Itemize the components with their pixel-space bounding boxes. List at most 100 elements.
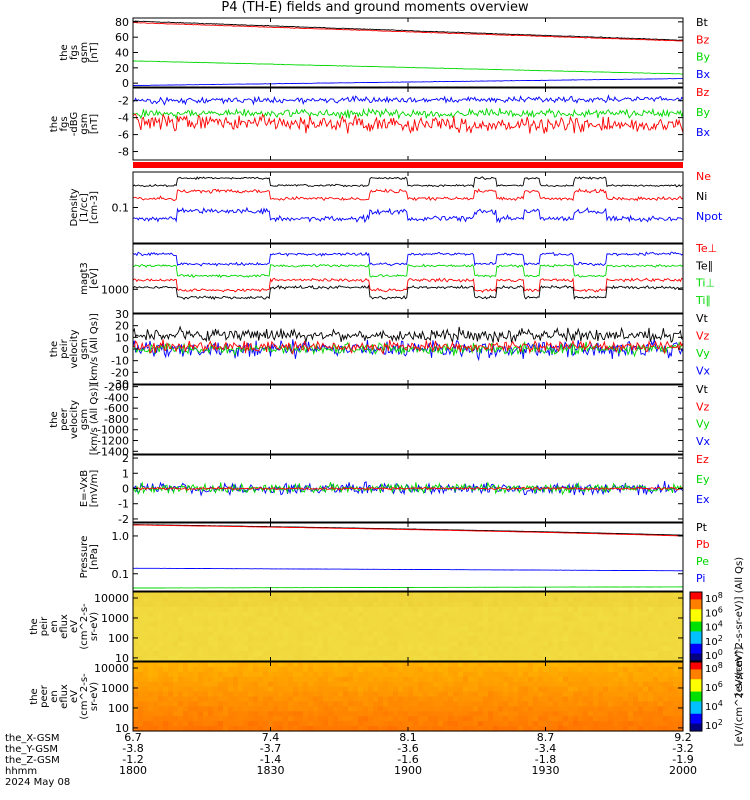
- peer_eflux-cell: [443, 711, 449, 717]
- peer_eflux-cell: [328, 681, 334, 688]
- peer_eflux-cell: [568, 666, 574, 673]
- peir_eflux-cell: [458, 606, 464, 613]
- peir_eflux-cell: [178, 592, 184, 598]
- peir_eflux-cell: [473, 596, 479, 603]
- peer_eflux-cell: [333, 721, 339, 727]
- peer_eflux-cell: [668, 681, 674, 688]
- peer_eflux-cell: [448, 686, 454, 693]
- peir_eflux-cell: [348, 656, 354, 662]
- peir_eflux-cell: [453, 592, 459, 598]
- peer_eflux-cell: [223, 691, 229, 698]
- peer_eflux-cell: [233, 676, 239, 683]
- peir_eflux-cell: [268, 621, 274, 628]
- peer_eflux-cell: [398, 691, 404, 698]
- peir_eflux-cell: [308, 636, 314, 642]
- peir_eflux-cell: [158, 621, 164, 628]
- peir_eflux-ylabel-line: peir: [39, 616, 50, 636]
- peir_eflux-cell: [443, 631, 449, 637]
- peir_eflux-cell: [133, 616, 139, 623]
- peir_eflux-cell: [543, 626, 549, 633]
- peer_eflux-cell: [263, 696, 269, 703]
- peir_eflux-cell: [278, 592, 284, 598]
- peer_eflux-cell: [218, 696, 224, 703]
- peer_eflux-cell: [303, 666, 309, 673]
- peir_eflux-cell: [163, 626, 169, 633]
- fgs_detrended-legend-item: Bx: [696, 126, 711, 139]
- peir_eflux-cell: [273, 601, 279, 608]
- peir_eflux-cell: [398, 636, 404, 642]
- peir_eflux-cell: [208, 631, 214, 637]
- peer_eflux-cell: [488, 676, 494, 683]
- peir_eflux-cell: [503, 616, 509, 623]
- peer_eflux-cell: [473, 671, 479, 678]
- peir_eflux-cell: [448, 646, 454, 652]
- peir_eflux-cell: [553, 631, 559, 637]
- peer_eflux-cell: [603, 666, 609, 673]
- peir_eflux-cell: [468, 636, 474, 642]
- peer_velocity-ylabel-line: velocity: [69, 400, 80, 439]
- peer_eflux-cell: [198, 716, 204, 722]
- peir_eflux-cell: [388, 646, 394, 652]
- peer_eflux-cell: [573, 711, 579, 717]
- peir_eflux-cell: [398, 621, 404, 628]
- peer_eflux-cell: [283, 701, 289, 707]
- peer_eflux-cell: [478, 686, 484, 693]
- peir_eflux-cell: [278, 631, 284, 637]
- peir_eflux-cell: [443, 596, 449, 603]
- peer_eflux-cell: [278, 721, 284, 727]
- peer_eflux-cell: [253, 716, 259, 722]
- peer_eflux-cell: [243, 716, 249, 722]
- peir_eflux-cell: [383, 651, 389, 657]
- peir_eflux-cell: [228, 592, 234, 598]
- peir_eflux-cell: [653, 596, 659, 603]
- peer_eflux-cell: [583, 676, 589, 683]
- peir_eflux-cell: [628, 621, 634, 628]
- peer_eflux-cell: [288, 716, 294, 722]
- peer_eflux-cell: [368, 671, 374, 678]
- peir_eflux-cell: [223, 651, 229, 657]
- peir_eflux-cell: [473, 616, 479, 623]
- peer_eflux-cell: [258, 671, 264, 678]
- peer_eflux-ytick-label: 10000: [94, 662, 129, 675]
- peer_eflux-cell: [393, 666, 399, 673]
- peer_eflux-cell: [478, 721, 484, 727]
- peir_eflux-cell: [283, 592, 289, 598]
- peer_eflux-cell: [228, 681, 234, 688]
- peer_eflux-cell: [528, 701, 534, 707]
- peir_eflux-cell: [608, 596, 614, 603]
- peer_eflux-cell: [358, 721, 364, 727]
- peir_eflux-cell: [318, 631, 324, 637]
- peir_eflux-cell: [273, 621, 279, 628]
- peir_eflux-cell: [368, 636, 374, 642]
- peer_eflux-cell: [623, 671, 629, 678]
- peer_eflux-cell: [308, 666, 314, 673]
- peer_eflux-cell: [183, 706, 189, 712]
- peir_eflux-cell: [453, 656, 459, 662]
- peer_eflux-cell: [353, 696, 359, 703]
- peer_eflux-cell: [668, 686, 674, 693]
- peer_eflux-cell: [438, 696, 444, 703]
- peer_eflux-cell: [543, 711, 549, 717]
- peir_eflux-colorbar-cell: [690, 624, 702, 628]
- peer_eflux-ytick-label: 10: [115, 722, 129, 735]
- peir_eflux-cell: [483, 646, 489, 652]
- peir_eflux-cell: [198, 601, 204, 608]
- peer_eflux-cell: [158, 691, 164, 698]
- peer_eflux-cell: [223, 721, 229, 727]
- temperature-ylabel-line: [eV]: [89, 268, 100, 289]
- peer_eflux-cell: [463, 726, 469, 732]
- peir_eflux-colorbar-cell: [690, 631, 702, 635]
- peir_eflux-cell: [533, 641, 539, 647]
- peer_eflux-cell: [293, 711, 299, 717]
- peir_eflux-cell: [328, 596, 334, 603]
- peer_eflux-cell: [163, 666, 169, 673]
- peer_eflux-cell: [238, 676, 244, 683]
- peer_eflux-cell: [258, 691, 264, 698]
- peir_eflux-cell: [223, 646, 229, 652]
- peir_eflux-cell: [393, 592, 399, 598]
- peer_eflux-cell: [593, 662, 599, 668]
- peer_eflux-ylabel-line: peer: [39, 684, 50, 708]
- peer_eflux-cell: [558, 691, 564, 698]
- peir_eflux-cell: [448, 641, 454, 647]
- peer_eflux-cell: [273, 666, 279, 673]
